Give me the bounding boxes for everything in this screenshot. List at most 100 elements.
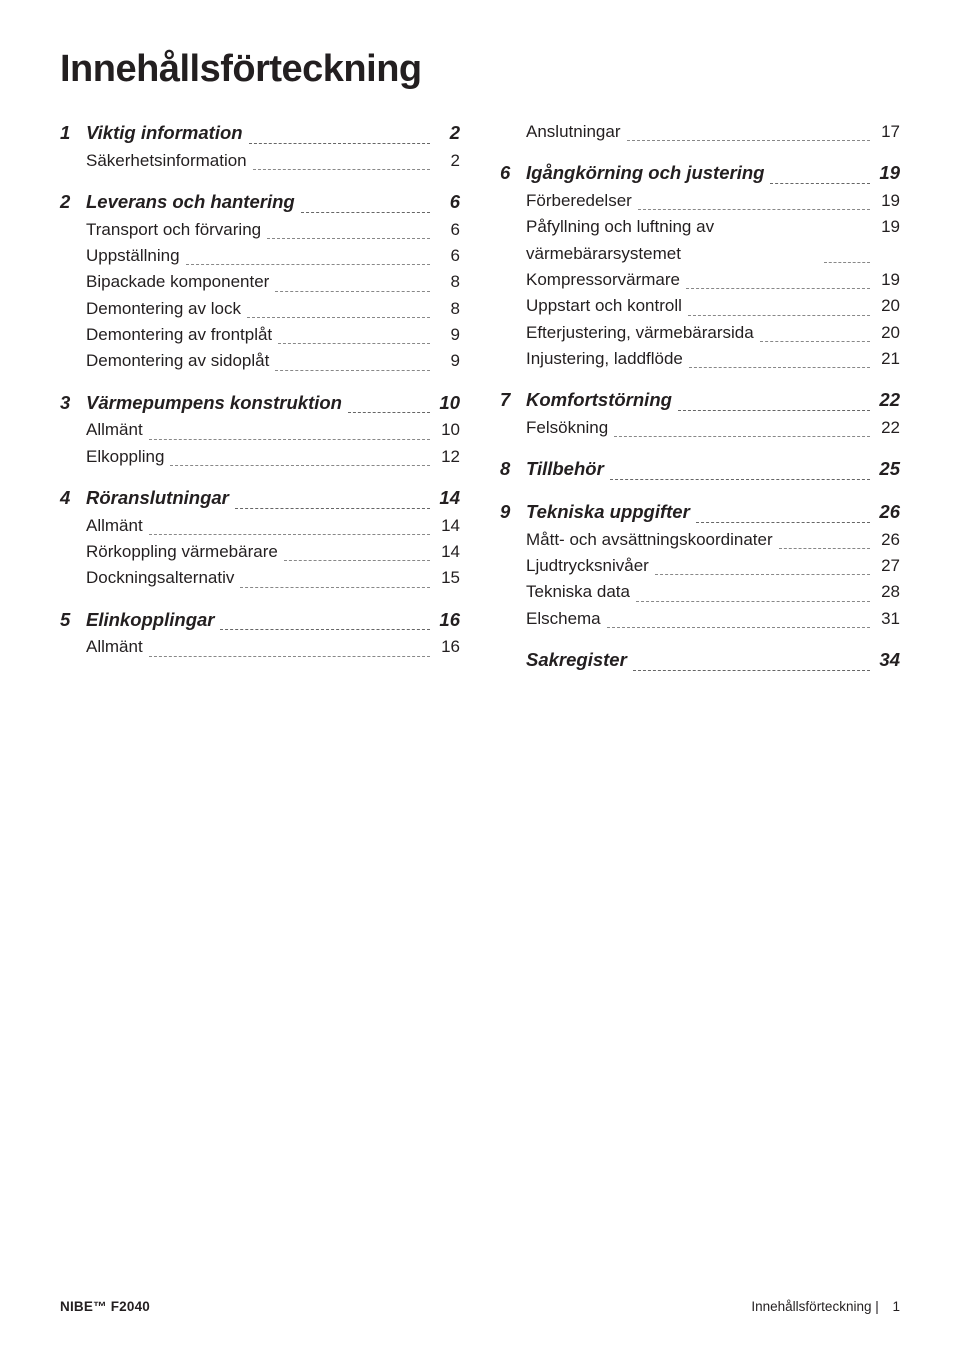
toc-chapter: 2Leverans och hantering6 [60, 188, 460, 217]
page-ref: 19 [876, 267, 900, 293]
entry-label: Förberedelser [526, 188, 632, 214]
leader-dots [235, 508, 430, 509]
chapter-number: 6 [500, 159, 526, 188]
page-ref: 14 [436, 513, 460, 539]
leader-dots [760, 341, 870, 342]
leader-dots [275, 291, 430, 292]
page-footer: NIBE™ F2040 Innehållsförteckning | 1 [60, 1299, 900, 1314]
page-ref: 9 [436, 322, 460, 348]
page-ref: 21 [876, 346, 900, 372]
entry-label: Uppställning [86, 243, 180, 269]
chapter-title: Leverans och hantering [86, 188, 295, 217]
leader-dots [636, 601, 870, 602]
toc-entry: Säkerhetsinformation 2 [60, 148, 460, 174]
toc-entry: Förberedelser19 [500, 188, 900, 214]
entry-label: Bipackade komponenter [86, 269, 269, 295]
leader-dots [253, 169, 430, 170]
toc-entry: Injustering, laddflöde21 [500, 346, 900, 372]
chapter-number: 3 [60, 389, 86, 418]
leader-dots [610, 479, 870, 480]
leader-dots [149, 439, 430, 440]
chapter-title: Tillbehör [526, 455, 604, 484]
entry-label: Dockningsalternativ [86, 565, 234, 591]
entry-label: Mått- och avsättningskoordinater [526, 527, 773, 553]
toc-columns: 1Viktig information2Säkerhetsinformation… [60, 119, 900, 675]
chapter-title: Sakregister [526, 646, 627, 675]
page-ref: 2 [436, 148, 460, 174]
page-ref: 28 [876, 579, 900, 605]
toc-entry: Uppstart och kontroll20 [500, 293, 900, 319]
toc-entry: Demontering av frontplåt9 [60, 322, 460, 348]
leader-dots [240, 587, 430, 588]
page-ref: 10 [436, 417, 460, 443]
page-ref: 8 [436, 296, 460, 322]
chapter-title: Värmepumpens konstruktion [86, 389, 342, 418]
leader-dots [696, 522, 870, 523]
leader-dots [607, 627, 870, 628]
entry-label: Uppstart och kontroll [526, 293, 682, 319]
leader-dots [170, 465, 430, 466]
leader-dots [284, 560, 430, 561]
toc-entry: Demontering av sidoplåt9 [60, 348, 460, 374]
leader-dots [770, 183, 870, 184]
leader-dots [278, 343, 430, 344]
page-ref: 6 [436, 217, 460, 243]
leader-dots [249, 143, 430, 144]
chapter-number: 9 [500, 498, 526, 527]
toc-entry: Uppställning6 [60, 243, 460, 269]
toc-chapter: 4Röranslutningar14 [60, 484, 460, 513]
toc-entry: Elkoppling 12 [60, 444, 460, 470]
chapter-title: Viktig information [86, 119, 243, 148]
page: Innehållsförteckning 1Viktig information… [0, 0, 960, 675]
page-ref: 12 [436, 444, 460, 470]
toc-entry: Anslutningar17 [500, 119, 900, 145]
leader-dots [779, 548, 870, 549]
entry-label: Transport och förvaring [86, 217, 261, 243]
page-ref: 26 [876, 498, 900, 527]
leader-dots [149, 656, 430, 657]
toc-entry: Bipackade komponenter8 [60, 269, 460, 295]
leader-dots [627, 140, 870, 141]
page-ref: 10 [436, 389, 460, 418]
entry-label: Efterjustering, värmebärarsida [526, 320, 754, 346]
toc-entry: Dockningsalternativ15 [60, 565, 460, 591]
toc-chapter: Sakregister34 [500, 646, 900, 675]
page-ref: 14 [436, 539, 460, 565]
entry-label: Ljudtrycksnivåer [526, 553, 649, 579]
leader-dots [614, 436, 870, 437]
entry-label: Elkoppling [86, 444, 164, 470]
chapter-title: Elinkopplingar [86, 606, 214, 635]
page-ref: 26 [876, 527, 900, 553]
page-ref: 20 [876, 320, 900, 346]
leader-dots [824, 262, 870, 263]
toc-chapter: 3Värmepumpens konstruktion 10 [60, 389, 460, 418]
entry-label: Allmänt [86, 513, 143, 539]
leader-dots [186, 264, 430, 265]
toc-chapter: 1Viktig information2 [60, 119, 460, 148]
chapter-title: Komfortstörning [526, 386, 672, 415]
page-ref: 17 [876, 119, 900, 145]
leader-dots [686, 288, 870, 289]
chapter-number: 7 [500, 386, 526, 415]
toc-entry: Efterjustering, värmebärarsida 20 [500, 320, 900, 346]
entry-label: Elschema [526, 606, 601, 632]
entry-label: Kompressorvärmare [526, 267, 680, 293]
toc-entry: Rörkoppling värmebärare14 [60, 539, 460, 565]
toc-chapter: 5Elinkopplingar16 [60, 606, 460, 635]
chapter-title: Igångkörning och justering [526, 159, 764, 188]
page-ref: 27 [876, 553, 900, 579]
toc-chapter: 8Tillbehör25 [500, 455, 900, 484]
page-ref: 6 [436, 188, 460, 217]
entry-label: Säkerhetsinformation [86, 148, 247, 174]
entry-label: Allmänt [86, 634, 143, 660]
page-ref: 22 [876, 415, 900, 441]
entry-label: Demontering av lock [86, 296, 241, 322]
footer-section: Innehållsförteckning | 1 [751, 1299, 900, 1314]
footer-separator: | [871, 1299, 882, 1314]
leader-dots [149, 534, 430, 535]
chapter-title: Tekniska uppgifter [526, 498, 690, 527]
leader-dots [678, 410, 870, 411]
chapter-number: 8 [500, 455, 526, 484]
toc-chapter: 9Tekniska uppgifter 26 [500, 498, 900, 527]
toc-entry: Transport och förvaring 6 [60, 217, 460, 243]
